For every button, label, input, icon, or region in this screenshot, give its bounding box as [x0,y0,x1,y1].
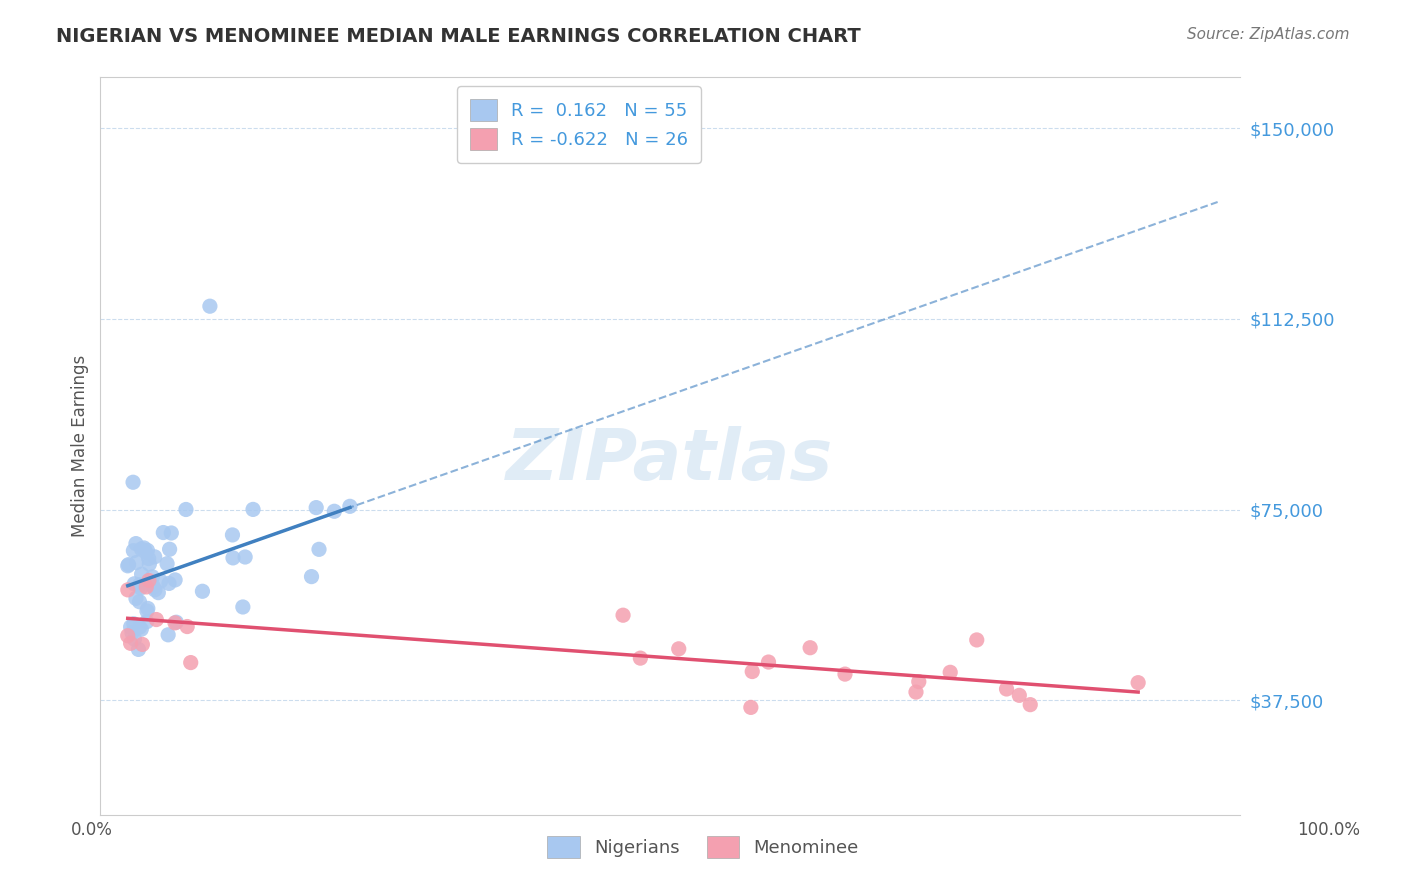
Text: NIGERIAN VS MENOMINEE MEDIAN MALE EARNINGS CORRELATION CHART: NIGERIAN VS MENOMINEE MEDIAN MALE EARNIN… [56,27,860,45]
Point [143,549,166,564]
Point [160,526,183,541]
Point [233,549,256,564]
Point [1126,675,1149,690]
Point [138,574,160,588]
Point [124,576,146,591]
Point [157,628,180,642]
Point [904,685,927,699]
Legend: R =  0.162   N = 55, R = -0.622   N = 26: R = 0.162 N = 55, R = -0.622 N = 26 [457,87,700,163]
Point [628,651,651,665]
Point [143,582,166,597]
Point [308,542,330,557]
Point [125,556,148,570]
Point [1019,698,1042,712]
Point [138,551,160,566]
Point [129,581,152,595]
Point [174,502,197,516]
Text: Source: ZipAtlas.com: Source: ZipAtlas.com [1187,27,1350,42]
Point [120,636,142,650]
Point [180,656,202,670]
Point [668,641,690,656]
Point [120,620,142,634]
Point [142,580,165,594]
Point [301,569,323,583]
Point [834,667,856,681]
Point [148,585,170,599]
Point [122,616,145,631]
Point [131,637,153,651]
Point [232,599,254,614]
Point [198,299,221,313]
Point [138,557,160,571]
Point [132,541,155,555]
Point [125,591,148,606]
Point [127,642,149,657]
Point [135,545,157,559]
Point [176,619,198,633]
Point [1008,689,1031,703]
Point [222,550,245,565]
Point [339,500,361,514]
Point [191,584,214,599]
Point [136,543,159,558]
Point [124,632,146,646]
Point [136,604,159,618]
Point [129,622,152,636]
Point [117,629,139,643]
Point [966,632,988,647]
Point [799,640,821,655]
Point [159,542,181,557]
Point [165,573,187,587]
Point [758,655,780,669]
Point [122,543,145,558]
Point [121,625,143,640]
Point [131,541,153,556]
Point [122,475,145,490]
Point [907,674,929,689]
Point [221,528,243,542]
Point [135,580,157,594]
Point [117,582,139,597]
Point [128,578,150,592]
Y-axis label: Median Male Earnings: Median Male Earnings [72,355,89,537]
Point [135,615,157,629]
Point [242,502,264,516]
Point [131,567,153,582]
Point [939,665,962,680]
Text: 100.0%: 100.0% [1298,821,1360,838]
Point [157,576,180,591]
Point [152,525,174,540]
Point [323,504,346,518]
Point [145,613,167,627]
Point [117,558,139,573]
Point [128,620,150,634]
Point [149,574,172,588]
Point [128,595,150,609]
Point [305,500,328,515]
Point [612,608,634,623]
Legend: Nigerians, Menominee: Nigerians, Menominee [540,829,866,865]
Point [117,558,139,572]
Text: ZIPatlas: ZIPatlas [506,426,834,495]
Point [156,557,179,571]
Text: 0.0%: 0.0% [70,821,112,838]
Point [741,665,763,679]
Point [141,570,163,584]
Point [165,615,187,630]
Point [136,601,159,615]
Point [995,681,1018,696]
Point [163,615,186,630]
Point [740,700,762,714]
Point [125,536,148,550]
